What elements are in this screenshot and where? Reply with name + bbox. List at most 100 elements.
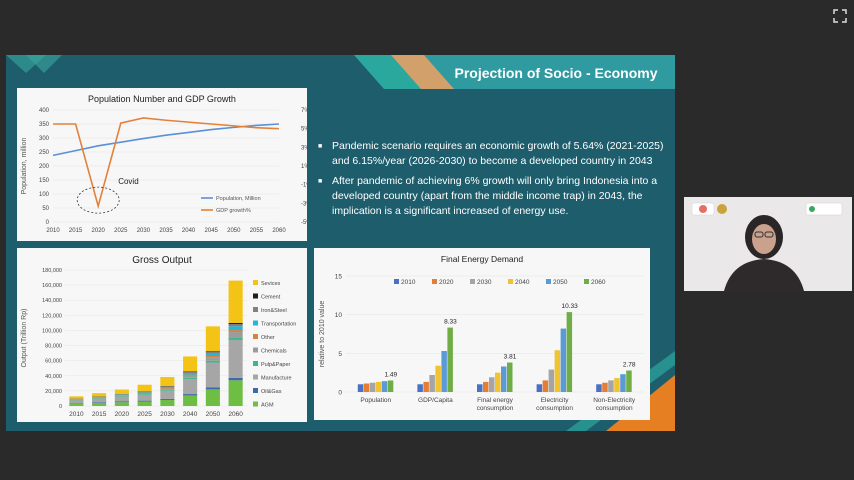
- stacked-bar-segment: [228, 330, 243, 333]
- bar: [447, 327, 453, 392]
- stacked-bar-segment: [114, 396, 129, 397]
- legend-swatch: [584, 279, 589, 284]
- stacked-bar-segment: [137, 391, 152, 393]
- stacked-bar-segment: [228, 377, 243, 381]
- stacked-bar-segment: [183, 372, 198, 374]
- y-tick-label: 150: [39, 178, 50, 184]
- x-tick-label: consumption: [477, 405, 514, 412]
- x-tick-label: 2050: [227, 228, 241, 234]
- stacked-bar-segment: [160, 387, 175, 388]
- stacked-bar-segment: [137, 384, 152, 392]
- x-tick-label: Population: [360, 397, 391, 404]
- x-tick-label: 2040: [182, 228, 196, 234]
- y2-tick-label: -1%: [301, 183, 307, 189]
- chart-title: Population Number and GDP Growth: [88, 94, 236, 104]
- series-line: [52, 123, 280, 157]
- y-tick-label: 180,000: [42, 268, 62, 274]
- stacked-bar-segment: [137, 394, 152, 401]
- y2-tick-label: -3%: [301, 201, 307, 207]
- y2-tick-label: 3%: [301, 145, 307, 151]
- bar: [566, 312, 573, 392]
- bar: [507, 362, 513, 392]
- stacked-bar-segment: [160, 399, 175, 406]
- legend-swatch: [253, 388, 258, 393]
- stacked-bar-segment: [205, 326, 220, 352]
- y-tick-label: 0: [338, 390, 342, 397]
- bar: [489, 377, 495, 392]
- bar: [608, 380, 614, 392]
- stacked-bar-segment: [114, 395, 129, 397]
- bar: [620, 374, 626, 392]
- y-tick-label: 50: [42, 206, 49, 212]
- bar: [560, 328, 567, 392]
- y-tick-label: 250: [39, 150, 50, 156]
- legend-swatch: [432, 279, 437, 284]
- bar: [626, 370, 632, 392]
- x-tick-label: 2015: [92, 411, 107, 418]
- legend-label: Sevices: [261, 281, 281, 287]
- bar: [375, 381, 382, 392]
- bar: [614, 378, 620, 392]
- legend-swatch: [253, 320, 258, 326]
- chart-title: Final Energy Demand: [441, 254, 523, 264]
- stacked-bar-segment: [228, 380, 243, 406]
- legend-label: Other: [261, 335, 275, 341]
- legend-swatch: [253, 307, 258, 312]
- stacked-bar-segment: [92, 393, 107, 397]
- final-energy-demand-chart: Final Energy Demand relative to 2010 valu…: [314, 248, 650, 420]
- legend-label: Oil&Gas: [261, 389, 282, 395]
- x-tick-label: 2025: [137, 411, 152, 418]
- x-tick-label: 2055: [250, 228, 264, 234]
- y-tick-label: 0: [59, 404, 62, 410]
- stacked-bar-segment: [92, 402, 107, 406]
- legend-label: Transportation: [261, 322, 296, 328]
- legend-label: AGM: [261, 403, 274, 409]
- stacked-bar-segment: [183, 374, 198, 376]
- legend-label: 2020: [439, 279, 454, 286]
- x-tick-label: Final energy: [477, 397, 514, 404]
- stacked-bar-segment: [205, 352, 220, 354]
- legend-label: Iron&Steel: [261, 308, 287, 314]
- y-axis-label: relative to 2010 value: [319, 301, 326, 368]
- shared-slide: Projection of Socio - Economy Population…: [6, 55, 675, 431]
- stacked-bar-segment: [137, 400, 152, 402]
- legend-label: Pulp&Paper: [261, 362, 291, 368]
- legend-label: Population, Million: [216, 196, 261, 202]
- legend-label: Manufacture: [261, 376, 292, 382]
- legend-swatch: [508, 279, 513, 284]
- stacked-bar-segment: [69, 400, 84, 404]
- bar: [483, 381, 489, 392]
- y-tick-label: 10: [335, 312, 343, 319]
- x-tick-label: 2050: [206, 411, 221, 418]
- stacked-bar-segment: [160, 388, 175, 390]
- x-tick-label: 2025: [114, 228, 128, 234]
- stacked-bar-segment: [183, 373, 198, 375]
- y-tick-label: 350: [39, 122, 50, 128]
- bar: [477, 384, 483, 392]
- data-label: 8.33: [444, 319, 457, 326]
- stacked-bar-segment: [160, 398, 175, 400]
- y-tick-label: 40,000: [45, 374, 62, 380]
- population-gdp-chart: Population Number and GDP Growth Populati…: [17, 88, 312, 241]
- stacked-bar-segment: [183, 395, 198, 406]
- series-line: [53, 117, 280, 210]
- stacked-bar-segment: [205, 351, 220, 353]
- legend-swatch: [253, 361, 258, 366]
- stacked-bar-segment: [69, 399, 84, 401]
- covid-highlight: [76, 186, 120, 214]
- x-tick-label: 2030: [160, 411, 175, 418]
- stacked-bar-segment: [160, 377, 175, 387]
- bar: [381, 381, 388, 392]
- bar: [417, 384, 423, 392]
- participant-video[interactable]: [684, 197, 852, 291]
- bar: [387, 380, 394, 392]
- slide-title: Projection of Socio - Economy: [454, 65, 658, 81]
- y-axis-label: Population, million: [21, 137, 28, 194]
- y-tick-label: 140,000: [42, 298, 62, 304]
- legend-label: Chemicals: [261, 349, 287, 355]
- stacked-bar-segment: [69, 403, 84, 404]
- data-label: 10.33: [561, 303, 578, 310]
- fullscreen-icon[interactable]: [832, 8, 848, 24]
- legend-swatch: [253, 334, 258, 339]
- stacked-bar-segment: [137, 401, 152, 406]
